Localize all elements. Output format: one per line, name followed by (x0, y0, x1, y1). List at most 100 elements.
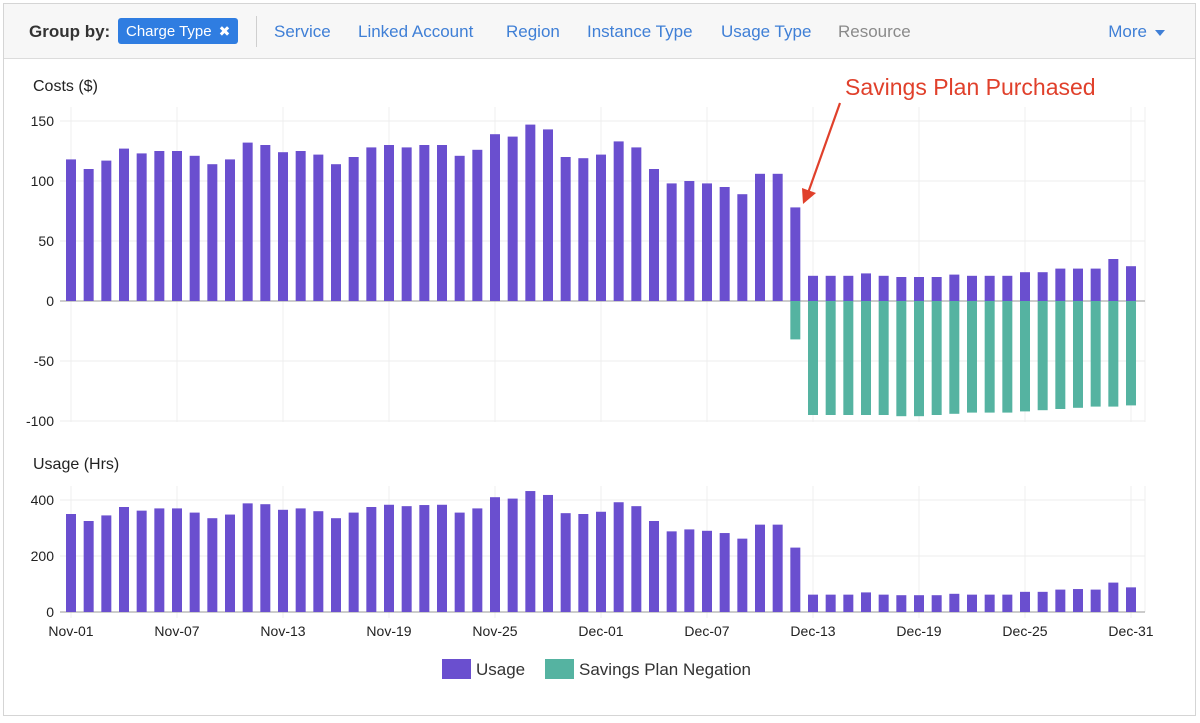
costs-negation-bar (878, 301, 889, 415)
usage-hours-bar (207, 518, 218, 612)
chevron-down-icon (1155, 29, 1165, 36)
costs-usage-bar (1037, 272, 1048, 301)
costs-negation-bar (861, 301, 871, 415)
costs-negation-bar (1126, 301, 1136, 406)
legend-negation-label: Savings Plan Negation (579, 660, 751, 679)
costs-usage-bar (737, 194, 748, 301)
usage-hours-bar (66, 514, 76, 612)
usage-hours-bar (755, 524, 765, 612)
usage-hours-bar (578, 514, 589, 612)
usage-hours-bar (260, 504, 271, 612)
annotation-arrow-head (802, 188, 816, 204)
annotation-label: Savings Plan Purchased (845, 74, 1096, 100)
costs-negation-bar (967, 301, 977, 413)
usage-hours-bar (649, 521, 659, 612)
x-tick-label: Nov-07 (154, 623, 199, 639)
x-tick-label: Dec-19 (896, 623, 941, 639)
tab-usage-type[interactable]: Usage Type (721, 22, 812, 41)
costs-usage-bar (666, 183, 677, 301)
costs-usage-bar (101, 160, 112, 301)
costs-negation-bar (1002, 301, 1013, 413)
usage-hours-bar (278, 509, 288, 612)
close-icon[interactable]: ✖ (218, 23, 231, 39)
more-dropdown[interactable]: More (1108, 22, 1165, 42)
usage-hours-bar (861, 592, 871, 612)
costs-negation-bar (984, 301, 995, 413)
costs-negation-bar (949, 301, 960, 414)
costs-usage-bar (419, 145, 430, 301)
costs-usage-bar (1108, 259, 1119, 301)
costs-usage-bar (649, 169, 659, 301)
costs-usage-bar (313, 154, 324, 301)
costs-usage-bar (384, 145, 394, 301)
tab-region[interactable]: Region (506, 22, 560, 41)
costs-y-tick-label: 50 (38, 233, 54, 249)
costs-usage-bar (490, 134, 500, 301)
usage-hours-bar (914, 595, 924, 612)
usage-hours-bar (967, 594, 977, 612)
usage-hours-bar (684, 529, 695, 612)
usage-y-tick-label: 200 (31, 548, 55, 564)
costs-negation-bar (843, 301, 854, 415)
usage-hours-bar (419, 505, 430, 612)
usage-hours-bar (1108, 582, 1119, 612)
costs-chart-title: Costs ($) (33, 78, 98, 95)
costs-usage-bar (967, 275, 977, 301)
usage-hours-bar (366, 507, 377, 612)
charge-type-chip[interactable]: Charge Type ✖ (118, 18, 239, 44)
usage-hours-bar (454, 512, 465, 612)
usage-hours-bar (825, 594, 836, 612)
costs-usage-bar (331, 164, 341, 301)
tab-service[interactable]: Service (274, 22, 331, 41)
costs-negation-bar (808, 301, 818, 415)
costs-usage-bar (984, 275, 995, 301)
legend-usage-swatch (442, 659, 471, 679)
usage-hours-bar (878, 594, 889, 612)
usage-hours-bar (631, 506, 642, 612)
costs-usage-bar (401, 147, 412, 301)
costs-y-tick-label: -50 (34, 353, 54, 369)
usage-hours-bar (119, 507, 129, 612)
tab-linked-account[interactable]: Linked Account (358, 22, 474, 41)
legend-negation-swatch (545, 659, 574, 679)
costs-usage-bar (1126, 266, 1136, 301)
costs-usage-bar (631, 147, 642, 301)
usage-hours-bar (772, 524, 783, 612)
costs-usage-bar (225, 159, 235, 301)
costs-usage-bar (1073, 268, 1083, 301)
usage-hours-bar (525, 491, 536, 612)
costs-usage-bar (578, 158, 589, 301)
usage-hours-bar (225, 514, 235, 612)
usage-y-tick-label: 0 (46, 604, 54, 620)
usage-hours-bar (331, 518, 341, 612)
costs-usage-bar (437, 145, 447, 301)
costs-usage-bar (207, 164, 218, 301)
costs-usage-bar (878, 275, 889, 301)
costs-usage-bar (278, 152, 288, 301)
costs-negation-bar (1073, 301, 1083, 408)
costs-usage-bar (755, 173, 765, 301)
group-by-label: Group by: (29, 22, 111, 41)
costs-usage-bar (896, 277, 907, 301)
costs-usage-bar (119, 148, 129, 301)
costs-negation-bar (931, 301, 942, 415)
usage-hours-bar (808, 594, 818, 612)
costs-y-tick-label: 100 (31, 173, 55, 189)
costs-usage-bar (507, 136, 518, 301)
x-tick-label: Dec-07 (684, 623, 729, 639)
costs-usage-bar (172, 151, 182, 301)
x-tick-label: Nov-19 (366, 623, 411, 639)
usage-hours-bar (790, 547, 801, 612)
usage-hours-bar (719, 533, 730, 612)
costs-usage-bar (719, 187, 730, 301)
costs-usage-bar (295, 151, 306, 301)
costs-negation-bar (1090, 301, 1101, 407)
costs-usage-bar (525, 124, 536, 301)
usage-hours-bar (1055, 589, 1066, 612)
costs-negation-bar (896, 301, 907, 417)
costs-usage-bar (808, 275, 818, 301)
tab-instance-type[interactable]: Instance Type (587, 22, 693, 41)
annotation-arrow-line (806, 102, 842, 194)
x-tick-label: Nov-01 (48, 623, 93, 639)
